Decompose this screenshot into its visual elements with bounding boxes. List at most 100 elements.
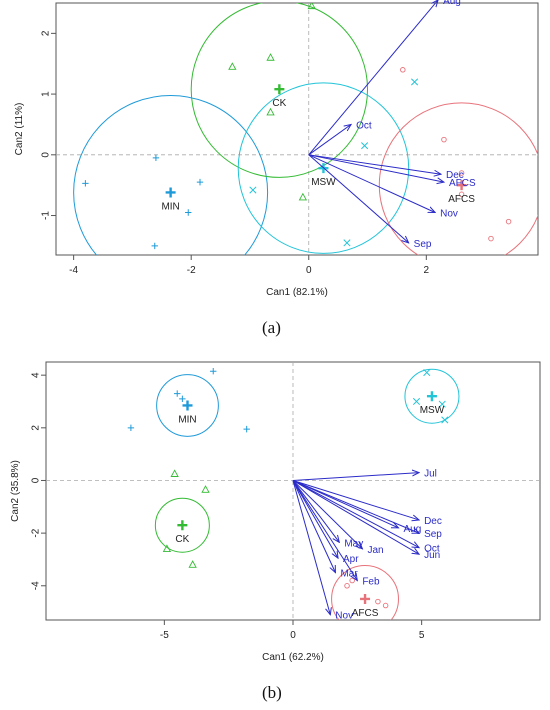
vector-arrow-sep bbox=[308, 154, 409, 243]
group-ck: CK bbox=[190, 3, 369, 201]
group-label-afcs: AFCS bbox=[448, 194, 475, 205]
vector-arrow-sep bbox=[292, 480, 419, 533]
data-point-ck bbox=[201, 485, 210, 493]
data-point-ck bbox=[188, 560, 197, 568]
data-point-afcs bbox=[375, 598, 381, 605]
data-point-ck bbox=[170, 469, 179, 477]
vector-arrow-oct bbox=[308, 124, 351, 156]
centroid-min bbox=[182, 400, 193, 411]
x-tick-label: -4 bbox=[69, 265, 78, 276]
confidence-circle-ck bbox=[190, 3, 369, 178]
data-point-afcs bbox=[505, 218, 512, 225]
data-point-min bbox=[243, 425, 250, 433]
vector-arrow-dec bbox=[292, 479, 419, 519]
centroid-ck bbox=[274, 84, 285, 95]
vector-arrow-jul bbox=[292, 473, 419, 481]
chart-panel-a: MIN CK MSW AFCS -4 -2 0 2 -1 0 1 2 Can1 (82.1%) Can2 … bbox=[14, 0, 539, 298]
data-point-min bbox=[127, 424, 135, 432]
panel-label-b: (b) bbox=[262, 683, 282, 702]
vector-arrow-mar bbox=[292, 480, 335, 572]
vector-arrow-may bbox=[292, 480, 339, 542]
data-point-min bbox=[152, 154, 160, 162]
data-point-msw bbox=[412, 397, 421, 406]
group-label-min: MIN bbox=[161, 201, 179, 212]
data-point-msw bbox=[361, 142, 369, 150]
group-label-afcs: AFCS bbox=[352, 608, 379, 619]
vector-arrow-nov bbox=[308, 154, 435, 213]
vector-label-dec: Dec bbox=[446, 170, 464, 181]
y-axis-label: Can2 (35.8%) bbox=[10, 460, 21, 522]
data-point-afcs bbox=[400, 67, 406, 73]
plot-area: MIN CK MSW AFCS bbox=[56, 3, 538, 255]
vector-label-afcs: AFCS bbox=[449, 178, 476, 189]
x-tick-label: 0 bbox=[290, 630, 296, 641]
x-tick-label: 2 bbox=[424, 265, 430, 276]
data-point-msw bbox=[438, 400, 446, 408]
data-point-msw bbox=[411, 78, 419, 86]
data-point-msw bbox=[441, 416, 449, 424]
vector-label-oct: Oct bbox=[356, 120, 372, 131]
centroid-afcs bbox=[360, 593, 371, 604]
panel-label-a: (a) bbox=[262, 318, 281, 337]
group-label-ck: CK bbox=[272, 98, 286, 109]
vector-label-sep: Sep bbox=[424, 529, 442, 540]
x-tick-label: -5 bbox=[160, 630, 169, 641]
y-tick-label: 1 bbox=[41, 91, 52, 97]
data-point-ck bbox=[162, 544, 172, 552]
data-point-afcs bbox=[488, 235, 494, 242]
confidence-circle-msw bbox=[404, 368, 460, 424]
group-label-msw: MSW bbox=[311, 177, 336, 188]
group-msw: MSW bbox=[237, 78, 419, 254]
y-tick-label: 2 bbox=[41, 30, 52, 36]
y-axis-label: Can2 (11%) bbox=[14, 103, 25, 156]
vector-arrow-aug bbox=[308, 0, 438, 156]
confidence-circle-msw bbox=[237, 82, 410, 254]
confidence-circle-min bbox=[156, 374, 219, 437]
plot-area: MIN MSW CK AFCS bbox=[46, 362, 540, 620]
group-afcs: AFCS bbox=[378, 67, 538, 255]
group-msw: MSW bbox=[404, 368, 460, 424]
data-point-min bbox=[82, 180, 89, 187]
vector-arrow-apr bbox=[292, 480, 338, 558]
data-point-afcs bbox=[441, 136, 447, 143]
data-point-msw bbox=[343, 239, 351, 247]
data-point-min bbox=[179, 395, 186, 403]
vector-label-mar: Mar bbox=[340, 569, 358, 580]
chart-panel-b: MIN MSW CK AFCS -5 0 5 -4 -2 0 2 4 Can1 (62.2%) Can2 … bbox=[10, 361, 541, 663]
data-point-ck bbox=[307, 3, 316, 10]
group-ck: CK bbox=[154, 469, 210, 568]
vector-arrow-feb bbox=[292, 480, 357, 580]
data-point-afcs bbox=[344, 583, 350, 589]
vector-label-jul: Jul bbox=[424, 469, 437, 480]
confidence-circle-min bbox=[73, 94, 269, 255]
vector-label-oct: Oct bbox=[424, 544, 440, 555]
vector-arrow-jun bbox=[292, 480, 419, 554]
vector-label-may: May bbox=[344, 538, 363, 549]
y-tick-label: 0 bbox=[31, 477, 42, 483]
group-min: MIN bbox=[127, 368, 250, 437]
data-point-ck bbox=[298, 192, 308, 201]
group-label-msw: MSW bbox=[420, 405, 445, 416]
vector-label-jun: Jun bbox=[424, 550, 440, 561]
confidence-circle-afcs bbox=[331, 565, 399, 620]
vector-label-aug: Aug bbox=[443, 0, 461, 7]
y-tick-label: 4 bbox=[31, 372, 42, 378]
data-point-min bbox=[174, 390, 181, 397]
data-point-ck bbox=[266, 107, 275, 116]
vector-label-dec: Dec bbox=[424, 516, 442, 527]
data-point-min bbox=[151, 242, 158, 250]
y-tick-label: -2 bbox=[31, 528, 42, 537]
group-label-min: MIN bbox=[178, 414, 196, 425]
y-tick-label: 2 bbox=[31, 425, 42, 431]
plot-frame bbox=[55, 2, 539, 256]
vector-arrow-jan bbox=[292, 480, 362, 548]
vector-arrow-dec bbox=[308, 154, 441, 174]
x-tick-label: 0 bbox=[306, 265, 312, 276]
vector-label-nov: Nov bbox=[440, 208, 458, 219]
centroid-min bbox=[165, 187, 176, 198]
vector-arrow-afcs bbox=[308, 154, 444, 182]
data-point-min bbox=[196, 178, 204, 186]
vector-label-sep: Sep bbox=[414, 239, 432, 250]
x-axis-label: Can1 (62.2%) bbox=[262, 652, 324, 663]
